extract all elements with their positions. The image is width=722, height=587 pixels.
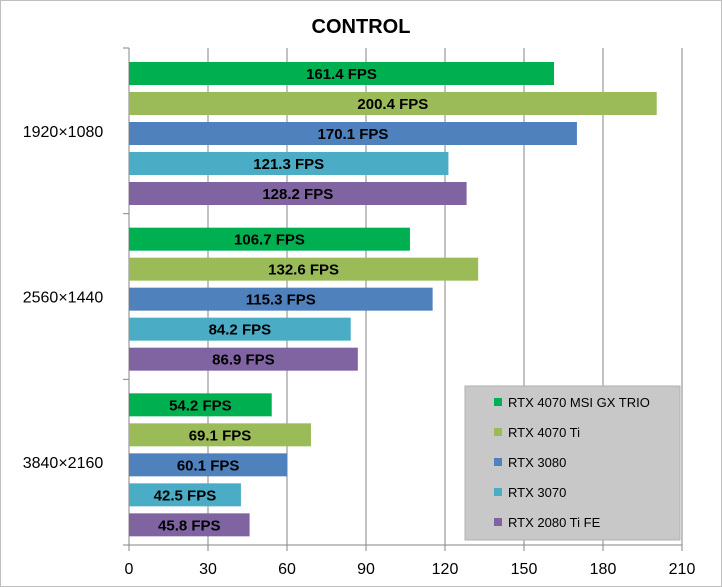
- bar-value-label: 42.5 FPS: [154, 487, 217, 504]
- bar: [129, 483, 241, 507]
- legend-entry: RTX 4070 MSI GX TRIO: [508, 395, 650, 410]
- bar-value-label: 106.7 FPS: [234, 232, 305, 249]
- bar: [129, 513, 250, 537]
- x-tick-label: 150: [511, 561, 538, 578]
- legend-swatch: [494, 488, 502, 496]
- legend-entry: RTX 3080: [508, 455, 566, 470]
- x-tick-label: 30: [199, 561, 217, 578]
- category-label: 1920×1080: [23, 124, 104, 141]
- bar-value-label: 45.8 FPS: [158, 517, 221, 534]
- bar-value-label: 69.1 FPS: [189, 427, 252, 444]
- bar: [129, 152, 449, 175]
- bar: [129, 62, 555, 85]
- bar-value-label: 170.1 FPS: [318, 126, 389, 143]
- legend-entry: RTX 3070: [508, 485, 566, 500]
- bar-value-label: 54.2 FPS: [169, 397, 232, 414]
- bar: [129, 182, 467, 205]
- bar: [129, 257, 479, 281]
- x-tick-label: 210: [669, 561, 696, 578]
- bar: [129, 393, 272, 417]
- bar: [129, 287, 433, 311]
- bar-value-label: 86.9 FPS: [212, 352, 275, 369]
- bar-value-label: 161.4 FPS: [306, 66, 377, 83]
- bar: [129, 423, 311, 447]
- legend-entry: RTX 2080 Ti FE: [508, 515, 601, 530]
- bar-value-label: 128.2 FPS: [262, 186, 333, 203]
- bar: [129, 92, 657, 115]
- bar-value-label: 84.2 FPS: [209, 322, 272, 339]
- bar: [129, 453, 288, 477]
- legend-swatch: [494, 398, 502, 406]
- bar: [129, 347, 358, 371]
- x-tick-label: 180: [590, 561, 617, 578]
- x-tick-label: 60: [278, 561, 296, 578]
- bar: [129, 227, 410, 251]
- bar-value-label: 121.3 FPS: [253, 156, 324, 173]
- bar-value-label: 132.6 FPS: [268, 262, 339, 279]
- bar-value-label: 115.3 FPS: [246, 292, 316, 309]
- bar: [129, 122, 577, 145]
- legend-entry: RTX 4070 Ti: [508, 425, 580, 440]
- x-tick-label: 120: [432, 561, 459, 578]
- category-label: 2560×1440: [23, 290, 104, 307]
- chart-title: CONTROL: [312, 16, 411, 38]
- x-tick-label: 0: [125, 561, 134, 578]
- bar-value-label: 60.1 FPS: [177, 457, 240, 474]
- legend-swatch: [494, 428, 502, 436]
- category-label: 3840×2160: [23, 455, 104, 472]
- bar: [129, 317, 351, 341]
- legend-swatch: [494, 458, 502, 466]
- legend-swatch: [494, 518, 502, 526]
- x-tick-label: 90: [357, 561, 375, 578]
- bar-value-label: 200.4 FPS: [357, 96, 428, 113]
